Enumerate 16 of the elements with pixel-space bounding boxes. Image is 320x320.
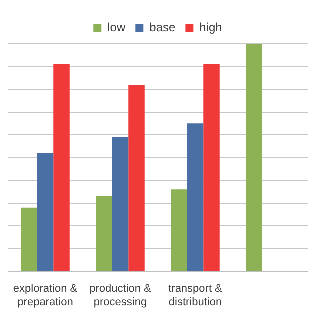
bar [96,196,112,272]
x-tick-label: exploration & preparation [13,283,78,308]
bar [128,84,145,272]
bar [112,137,129,272]
x-tick-label: transport & distribution [168,283,224,308]
x-tick-label: production & processing [90,283,152,308]
legend-label: base [150,20,176,34]
bar [21,208,38,272]
legend-label: high [200,20,222,34]
bar [54,64,70,272]
bar [246,44,262,272]
bar [37,153,54,272]
bar [171,190,188,272]
legend-label: low [108,20,126,34]
bar [187,124,204,272]
bar [204,64,220,272]
